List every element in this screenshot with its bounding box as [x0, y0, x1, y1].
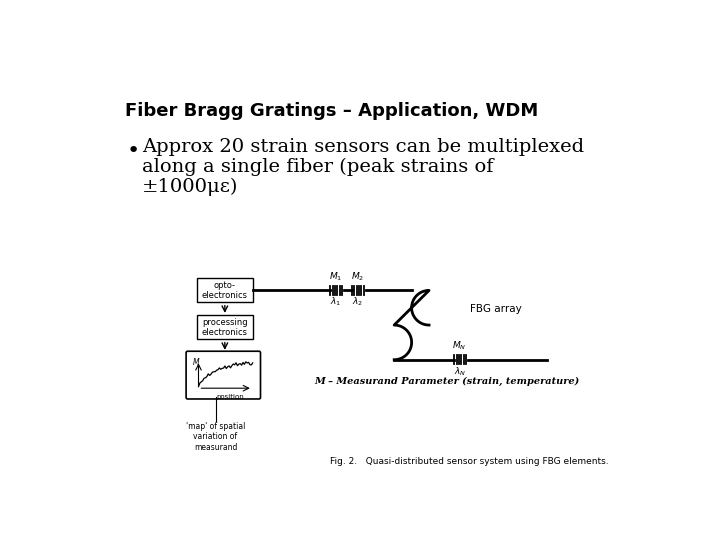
FancyBboxPatch shape — [197, 279, 253, 302]
Text: M: M — [192, 358, 199, 367]
Text: position: position — [217, 394, 244, 400]
Text: $\lambda_N$: $\lambda_N$ — [454, 365, 466, 377]
FancyBboxPatch shape — [197, 315, 253, 339]
Text: along a single fiber (peak strains of: along a single fiber (peak strains of — [142, 158, 493, 176]
Text: Fig. 2.   Quasi-distributed sensor system using FBG elements.: Fig. 2. Quasi-distributed sensor system … — [330, 457, 609, 467]
Text: $M_1$: $M_1$ — [329, 270, 342, 283]
Text: M – Measurand Parameter (strain, temperature): M – Measurand Parameter (strain, tempera… — [315, 377, 580, 386]
Text: 'map' of spatial
variation of
measurand: 'map' of spatial variation of measurand — [186, 422, 246, 452]
Text: Approx 20 strain sensors can be multiplexed: Approx 20 strain sensors can be multiple… — [142, 138, 584, 156]
Text: ±1000με): ±1000με) — [142, 178, 238, 196]
Text: processing
electronics: processing electronics — [202, 318, 248, 337]
FancyBboxPatch shape — [186, 351, 261, 399]
Text: FBG array: FBG array — [469, 304, 521, 314]
Text: $\lambda_2$: $\lambda_2$ — [352, 296, 363, 308]
Text: $M_N$: $M_N$ — [452, 340, 467, 352]
Text: •: • — [127, 141, 140, 161]
Text: opto-
electronics: opto- electronics — [202, 281, 248, 300]
Text: $M_2$: $M_2$ — [351, 270, 364, 283]
Text: $\lambda_1$: $\lambda_1$ — [330, 296, 341, 308]
Text: Fiber Bragg Gratings – Application, WDM: Fiber Bragg Gratings – Application, WDM — [125, 102, 538, 120]
